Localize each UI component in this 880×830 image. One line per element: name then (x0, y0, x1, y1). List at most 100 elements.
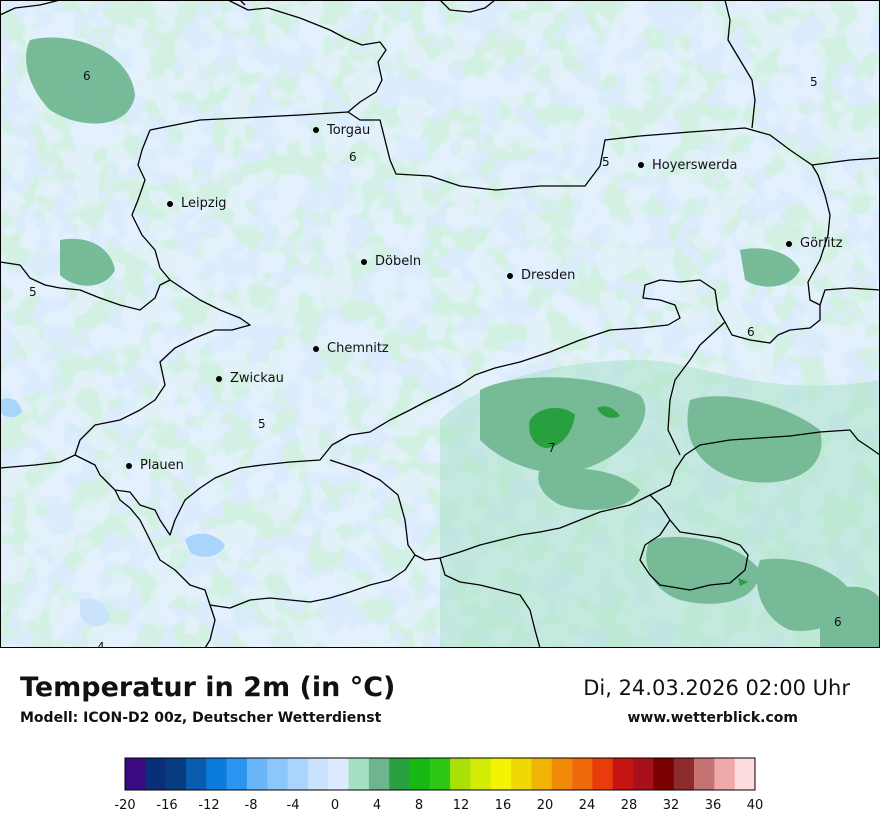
city-dot (313, 346, 319, 352)
isotherm-label: 6 (747, 325, 755, 339)
city-label: Görlitz (800, 236, 843, 251)
city-label: Torgau (326, 123, 370, 138)
legend-swatch (226, 758, 248, 790)
legend-tick-label: 4 (373, 798, 381, 813)
website-link[interactable]: www.wetterblick.com (627, 710, 799, 726)
legend-swatch (145, 758, 166, 790)
city-plauen: Plauen (126, 458, 184, 473)
footer: Temperatur in 2m (in °C) Modell: ICON-D2… (0, 648, 880, 830)
isotherm-label: 4 (97, 640, 105, 648)
city-goerlitz: Görlitz (786, 236, 843, 251)
cool-zone-4c (0, 398, 225, 627)
city-label: Chemnitz (327, 341, 389, 356)
legend-tick-label: -8 (245, 798, 258, 813)
city-dot (216, 376, 222, 382)
legend-swatch (653, 758, 675, 790)
isotherm-label: 6 (349, 150, 357, 164)
legend-swatch (246, 758, 268, 790)
isotherm-label: 6 (83, 69, 91, 83)
legend-swatch (185, 758, 207, 790)
legend-swatch (125, 758, 146, 790)
city-dresden: Dresden (507, 268, 575, 283)
legend-tick-label: 36 (705, 798, 722, 813)
legend-swatch (429, 758, 451, 790)
city-chemnitz: Chemnitz (313, 341, 389, 356)
legend-swatch (450, 758, 471, 790)
city-label: Döbeln (375, 254, 421, 269)
legend-tick-label: 8 (415, 798, 423, 813)
forecast-datetime: Di, 24.03.2026 02:00 Uhr (583, 676, 850, 700)
legend-swatch (328, 758, 349, 790)
legend-swatch (714, 758, 735, 790)
legend-swatch (633, 758, 654, 790)
city-label: Hoyerswerda (652, 158, 738, 173)
legend-swatch (409, 758, 431, 790)
city-markers: Torgau Hoyerswerda Leipzig Görlitz Döbel… (126, 123, 843, 473)
legend-swatch (368, 758, 390, 790)
legend-tick-label: 32 (663, 798, 680, 813)
legend-swatch (490, 758, 512, 790)
legend-swatch (287, 758, 309, 790)
legend-swatch (470, 758, 492, 790)
isotherm-label: 7 (548, 441, 556, 455)
legend-tick-label: 28 (621, 798, 638, 813)
isotherm-label: 5 (602, 155, 610, 169)
legend-tick-label: -20 (114, 798, 135, 813)
isotherm-label: 5 (258, 417, 266, 431)
legend-swatch (267, 758, 288, 790)
legend-ticks: -20 -16 -12 -8 -4 0 4 8 12 16 20 24 28 32 36 40 (114, 798, 763, 813)
isotherm-label: 5 (29, 285, 37, 299)
color-legend: -20 -16 -12 -8 -4 0 4 8 12 16 20 24 28 32 36 40 (0, 754, 880, 824)
legend-swatch (511, 758, 532, 790)
legend-tick-label: 40 (747, 798, 764, 813)
city-torgau: Torgau (313, 123, 370, 138)
legend-swatch (307, 758, 329, 790)
legend-swatch (572, 758, 593, 790)
legend-tick-label: 20 (537, 798, 554, 813)
temperature-map: 6 5 6 5 5 6 5 7 4 6 Torgau Hoyerswerd (0, 0, 880, 648)
map-title: Temperatur in 2m (in °C) (20, 672, 396, 703)
city-label: Plauen (140, 458, 184, 473)
legend-tick-label: -4 (287, 798, 300, 813)
state-borders (0, 0, 880, 648)
model-subtitle: Modell: ICON-D2 00z, Deutscher Wetterdie… (20, 710, 382, 726)
city-dot (361, 259, 367, 265)
city-doebeln: Döbeln (361, 254, 421, 269)
city-zwickau: Zwickau (216, 371, 284, 386)
city-dot (638, 162, 644, 168)
legend-tick-label: -16 (156, 798, 177, 813)
city-label: Dresden (521, 268, 575, 283)
isotherm-label: 6 (834, 615, 842, 629)
legend-tick-label: 12 (453, 798, 470, 813)
city-dot (786, 241, 792, 247)
legend-swatch (592, 758, 614, 790)
legend-swatch (551, 758, 573, 790)
city-label: Zwickau (230, 371, 284, 386)
isotherm-labels: 6 5 6 5 5 6 5 7 4 6 (29, 69, 842, 648)
legend-frame (124, 757, 756, 791)
legend-tick-label: 16 (495, 798, 512, 813)
legend-swatch (612, 758, 634, 790)
legend-tick-label: -12 (198, 798, 219, 813)
city-dot (167, 201, 173, 207)
legend-tick-label: 0 (331, 798, 339, 813)
city-dot (313, 127, 319, 133)
legend-swatch (206, 758, 227, 790)
legend-swatch (165, 758, 187, 790)
legend-swatch (694, 758, 715, 790)
city-dot (126, 463, 132, 469)
city-dot (507, 273, 513, 279)
legend-swatch (348, 758, 370, 790)
isotherm-label: 5 (810, 75, 818, 89)
legend-swatch (389, 758, 410, 790)
city-hoyerswerda: Hoyerswerda (638, 158, 738, 173)
warm-zone-7c (529, 406, 748, 586)
city-leipzig: Leipzig (167, 196, 227, 211)
legend-swatch (531, 758, 553, 790)
legend-tick-label: 24 (579, 798, 596, 813)
legend-swatches (125, 758, 756, 790)
legend-swatch (673, 758, 695, 790)
saxony-border (227, 0, 880, 306)
city-label: Leipzig (181, 196, 227, 211)
legend-swatch (734, 758, 756, 790)
